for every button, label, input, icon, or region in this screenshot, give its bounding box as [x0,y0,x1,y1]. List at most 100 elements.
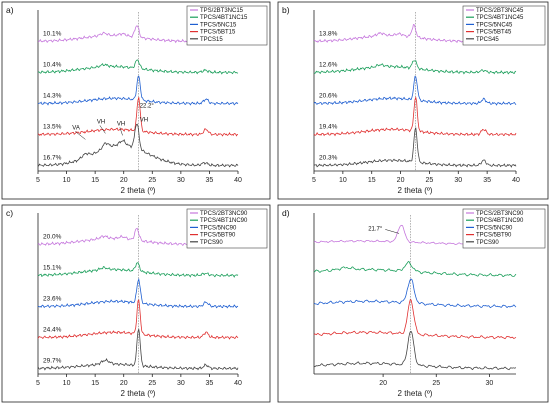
peak-annotation: 21.7° [368,226,383,232]
peak-annotation: VH [97,119,105,125]
panel-a: a) 5 10 15 20 25 30 35 40 2 theta (º) 10.1% 10.4% 14… [1,1,271,200]
peak-annotation: 22.2° [140,103,155,109]
x-tick-label: 5 [36,177,40,184]
legend-entry: TPCS/5NC90 [476,225,513,231]
annotation-arrow [99,125,106,134]
x-tick-label: 20 [120,380,128,387]
crystallinity-label: 15.1% [43,264,62,271]
series-line [37,262,239,278]
legend-entry: TPCS45 [476,37,499,43]
annotation-arrow [75,131,86,140]
x-axis-label: 2 theta (º) [398,389,433,398]
x-tick-label: 30 [177,380,185,387]
legend-box [462,208,546,249]
panel-frame [1,1,271,200]
panel-label: b) [282,5,290,15]
x-tick-label: 15 [368,177,376,184]
x-tick-label: 15 [91,380,99,387]
legend-entry: TPCS/4BT1NC15 [200,15,248,21]
legend-entry: TPCS/2BT3NC45 [476,8,524,14]
x-tick-label: 20 [397,177,405,184]
series-line [313,278,517,309]
panel-b: b) 5 10 15 20 25 30 35 40 2 theta (º) 13.8% 12.6% 20… [277,1,549,200]
x-tick-label: 25 [148,380,156,387]
legend-entry: TPCS90 [200,240,223,246]
legend-entry: TPCS/4BT1NC90 [476,218,524,224]
legend-entry: TPCS/4BT1NC90 [200,218,248,224]
panel-frame [1,204,271,403]
series-line [37,123,239,168]
x-tick-label: 30 [454,177,462,184]
x-tick-label: 30 [177,177,185,184]
series-line [313,75,517,106]
crystallinity-label: 13.5% [43,123,62,130]
legend-entry: TPCS15 [200,37,223,43]
x-tick-label: 20 [379,380,387,387]
panel-d: d) 20 25 30 2 theta (º) TPCS/2BT3NC90TPCS/4BT… [277,204,549,403]
crystallinity-label: 20.3% [319,154,338,161]
legend-entry: TPCS/5BT90 [200,233,236,239]
series-line [313,299,517,340]
x-tick-label: 40 [512,177,520,184]
crystallinity-label: 24.4% [43,326,62,333]
legend-entry: TPCS/5BT90 [476,233,512,239]
legend-entry: TPCS/5BT15 [200,30,236,36]
x-tick-label: 30 [486,380,494,387]
peak-annotation: VA [72,125,80,131]
x-tick-label: 10 [63,177,71,184]
x-tick-label: 20 [120,177,128,184]
series-line [313,96,517,137]
peak-annotation: VH [117,121,125,127]
series-line [313,260,517,278]
legend-entry: TPCS/5BT45 [476,30,512,36]
series-line [37,327,239,371]
x-tick-label: 5 [36,380,40,387]
legend-entry: TPS/2BT3NC15 [200,8,244,14]
panel-label: c) [6,208,13,218]
x-tick-label: 25 [148,177,156,184]
x-tick-label: 10 [63,380,71,387]
x-axis-label: 2 theta (º) [121,186,156,195]
panel-c: c) 5 10 15 20 25 30 35 40 2 theta (º) 20.0% 15.1% 23… [1,204,271,403]
x-tick-label: 10 [339,177,347,184]
peak-annotation: VH [140,117,148,123]
panel-frame [277,204,549,403]
x-tick-label: 5 [312,177,316,184]
series-line [37,299,239,340]
x-tick-label: 35 [483,177,491,184]
x-tick-label: 25 [432,380,440,387]
x-tick-label: 15 [91,177,99,184]
annotation-arrow [119,127,123,136]
crystallinity-label: 20.6% [319,92,338,99]
x-tick-label: 40 [234,177,242,184]
series-line [313,127,517,168]
crystallinity-label: 14.3% [43,92,62,99]
crystallinity-label: 20.0% [43,233,62,240]
crystallinity-label: 16.7% [43,154,62,161]
x-axis-label: 2 theta (º) [121,389,156,398]
series-line [313,60,517,75]
crystallinity-label: 23.6% [43,295,62,302]
x-tick-label: 35 [206,380,214,387]
series-line [37,75,239,106]
panel-label: d) [282,208,290,218]
crystallinity-label: 13.8% [319,30,338,37]
crystallinity-label: 29.7% [43,357,62,364]
crystallinity-label: 19.4% [319,123,338,130]
crystallinity-label: 10.4% [43,61,62,68]
x-axis-label: 2 theta (º) [398,186,433,195]
series-line [37,59,239,75]
legend-entry: TPCS/5NC45 [476,22,513,28]
legend-entry: TPCS/2BT3NC90 [476,211,524,217]
annotation-arrow [385,229,400,234]
legend-box [186,208,268,249]
legend-entry: TPCS/5NC15 [200,22,237,28]
panel-frame [277,1,549,200]
legend-entry: TPCS/5NC90 [200,225,237,231]
legend-box [186,5,268,46]
legend-entry: TPCS/4BT1NC45 [476,15,524,21]
